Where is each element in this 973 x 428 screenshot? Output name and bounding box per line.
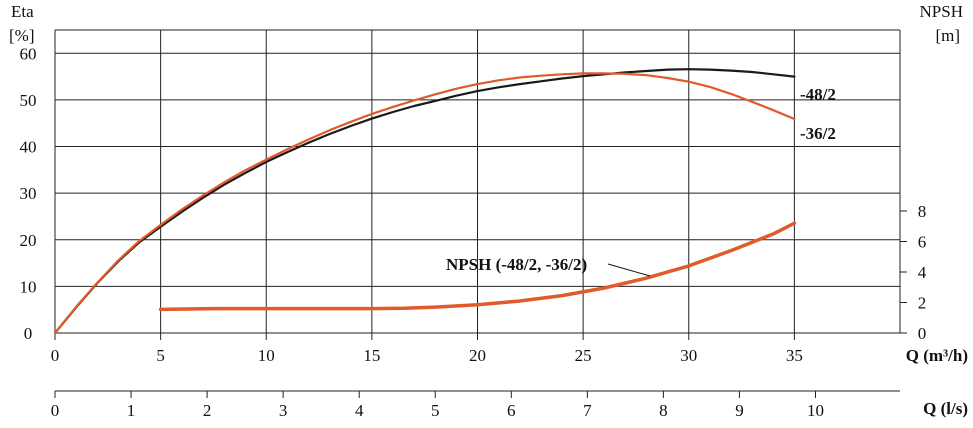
x2-axis-title: Q (l/s): [923, 399, 968, 418]
series-label-36-2: -36/2: [800, 124, 836, 143]
x2-tick-label: 5: [431, 401, 440, 420]
right-tick-label: 0: [918, 324, 927, 343]
left-tick-label: 60: [20, 44, 37, 63]
x2-tick-label: 10: [807, 401, 824, 420]
left-tick-label: 30: [20, 184, 37, 203]
curve-npsh: [158, 221, 797, 312]
x2-tick-label: 2: [203, 401, 212, 420]
x-axis-title: Q (m³/h): [906, 346, 968, 365]
left-axis-title-line1: Eta: [11, 2, 34, 21]
right-axis-title-line2: [m]: [935, 26, 960, 45]
right-tick-label: 6: [918, 233, 927, 252]
axes: [54, 210, 907, 398]
x-tick-label: 35: [786, 346, 803, 365]
curves: [53, 68, 797, 335]
grid-lines: [54, 29, 901, 334]
left-axis-title-line2: [%]: [9, 26, 34, 45]
x2-tick-label: 1: [127, 401, 136, 420]
left-tick-label: 0: [24, 324, 33, 343]
tick-labels: 0 10 20 30 40 50 60 0 2 4 6 8 0 5 10 15 20 25 30 35 0 1 2 3 4 5 6 7…: [20, 44, 927, 420]
x2-tick-label: 6: [507, 401, 516, 420]
x2-tick-label: 0: [51, 401, 60, 420]
x2-tick-label: 8: [659, 401, 668, 420]
npsh-label-leader-line: [607, 263, 651, 277]
x-tick-label: 5: [156, 346, 165, 365]
series-label-48-2: -48/2: [800, 85, 836, 104]
x-tick-label: 20: [469, 346, 486, 365]
series-label-npsh: NPSH (-48/2, -36/2): [446, 255, 587, 274]
left-tick-label: 10: [20, 277, 37, 296]
x2-tick-label: 3: [279, 401, 288, 420]
curve-48-2: [53, 68, 796, 335]
curve-36-2: [53, 72, 796, 335]
x-tick-label: 30: [680, 346, 697, 365]
x2-tick-label: 9: [735, 401, 744, 420]
x2-tick-label: 4: [355, 401, 364, 420]
right-tick-label: 4: [918, 263, 927, 282]
left-tick-label: 40: [20, 138, 37, 157]
right-tick-label: 2: [918, 294, 927, 313]
x2-tick-label: 7: [583, 401, 592, 420]
x-tick-label: 10: [258, 346, 275, 365]
left-tick-label: 50: [20, 91, 37, 110]
left-tick-label: 20: [20, 231, 37, 250]
right-tick-label: 8: [918, 202, 927, 221]
x-tick-label: 25: [575, 346, 592, 365]
x-tick-label: 0: [51, 346, 60, 365]
x-tick-label: 15: [363, 346, 380, 365]
right-axis-title-line1: NPSH: [920, 2, 963, 21]
